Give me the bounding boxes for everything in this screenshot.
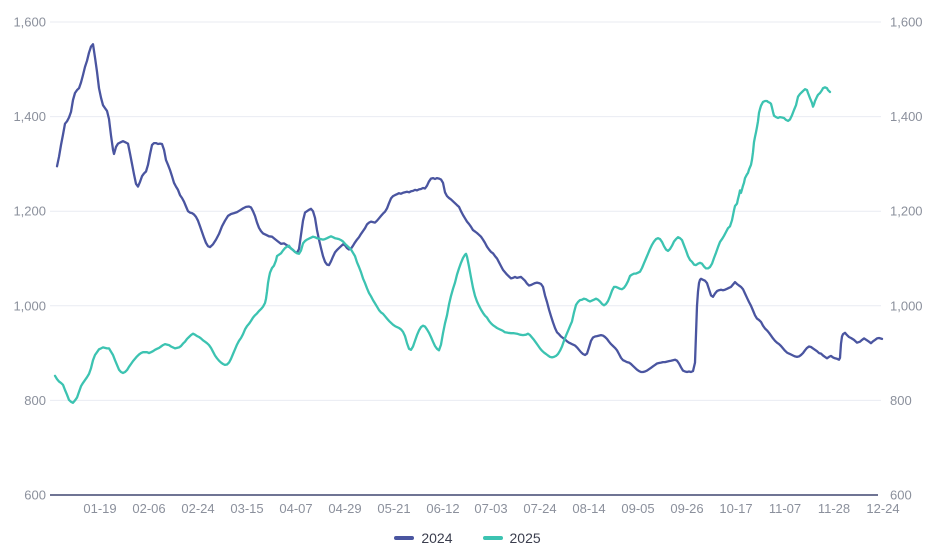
x-axis-tick-label: 07-24	[523, 501, 556, 516]
x-axis-tick-label: 03-15	[230, 501, 263, 516]
series-line-2024	[55, 43, 884, 374]
x-axis-tick-label: 09-05	[621, 501, 654, 516]
x-axis-tick-label: 07-03	[474, 501, 507, 516]
y-axis-tick-label-right: 1,400	[890, 109, 923, 124]
series-line-2025	[53, 86, 832, 404]
y-axis-tick-label-left: 1,200	[13, 204, 46, 219]
y-axis-tick-label-right: 800	[890, 393, 912, 408]
chart-legend: 2024 2025	[0, 528, 935, 548]
y-axis-tick-label-left: 600	[24, 488, 46, 503]
x-axis-tick-label: 02-24	[181, 501, 214, 516]
x-axis-tick-label: 11-28	[818, 501, 850, 516]
y-axis-tick-label-right: 600	[890, 488, 912, 503]
x-axis-tick-label: 08-14	[572, 501, 605, 516]
x-axis-tick-label: 12-24	[866, 501, 899, 516]
x-axis-tick-label: 09-26	[670, 501, 703, 516]
y-axis-tick-label-right: 1,200	[890, 204, 923, 219]
x-axis-tick-label: 04-07	[279, 501, 312, 516]
x-axis-tick-label: 02-06	[132, 501, 165, 516]
x-axis-tick-label: 05-21	[377, 501, 410, 516]
x-axis-tick-label: 11-07	[769, 501, 801, 516]
y-axis-tick-label-right: 1,000	[890, 298, 923, 313]
y-axis-tick-label-left: 1,600	[13, 15, 46, 30]
y-axis-tick-label-right: 1,600	[890, 15, 923, 30]
legend-swatch-2025	[482, 536, 503, 540]
y-axis-tick-label-left: 1,400	[13, 109, 46, 124]
x-axis-tick-label: 04-29	[328, 501, 361, 516]
x-axis-tick-label: 06-12	[426, 501, 459, 516]
legend-item-2025[interactable]: 2025	[482, 530, 541, 546]
y-axis-tick-label-left: 800	[24, 393, 46, 408]
x-axis-tick-label: 10-17	[719, 501, 752, 516]
legend-label-2025: 2025	[509, 530, 541, 546]
y-axis-tick-label-left: 1,000	[13, 298, 46, 313]
x-axis-tick-label: 01-19	[83, 501, 116, 516]
legend-swatch-2024	[394, 536, 415, 540]
legend-label-2024: 2024	[421, 530, 453, 546]
legend-item-2024[interactable]: 2024	[394, 530, 453, 546]
